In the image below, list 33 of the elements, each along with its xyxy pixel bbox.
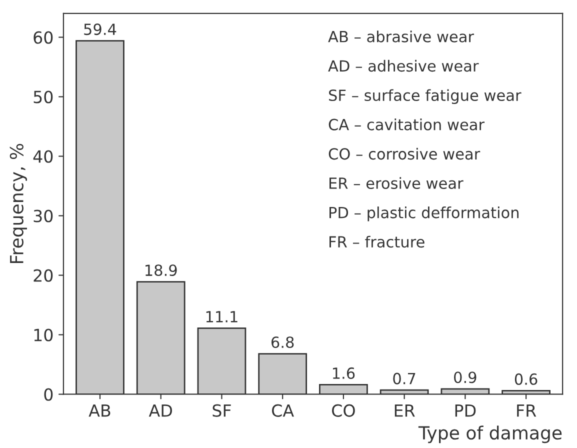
x-tick-label: ER [394,404,415,417]
data-label: 59.4 [84,24,116,36]
y-tick-label: 50 [34,90,53,104]
x-tick-label: AB [88,404,110,417]
data-label: 18.9 [146,264,177,276]
y-axis-title: Frequency, % [10,144,27,264]
x-tick-label: CA [272,404,294,417]
x-tick-label: FR [517,404,536,417]
data-label: 0.9 [454,372,476,384]
data-label: 0.6 [514,373,538,385]
x-tick-label: SF [212,404,231,417]
x-tick-label: PD [455,404,476,417]
data-label: 6.8 [272,336,294,348]
x-axis-title: Type of damage [418,426,562,444]
annotation: PD – plastic defformation [329,206,519,222]
data-label: 1.6 [332,367,355,379]
y-tick-label: 40 [33,150,53,163]
annotation: CO – corrosive wear [328,148,480,160]
y-tick-label: 30 [34,210,53,222]
annotation: SF – surface fatigue wear [329,89,522,104]
annotation: ER – erosive wear [329,177,464,190]
y-tick-label: 0 [44,388,53,401]
data-label: 0.7 [393,372,416,384]
data-label: 11.1 [206,311,238,322]
annotation: AB – abrasive wear [328,30,474,42]
annotation: FR – fracture [329,236,424,248]
x-tick-label: AD [148,404,172,417]
annotation: AD – adhesive wear [328,60,479,72]
x-tick-label: CO [332,404,355,417]
y-tick-label: 10 [34,328,53,342]
y-tick-label: 60 [34,31,53,44]
annotation: CA – cavitation wear [328,118,485,130]
y-tick-label: 20 [34,269,53,282]
